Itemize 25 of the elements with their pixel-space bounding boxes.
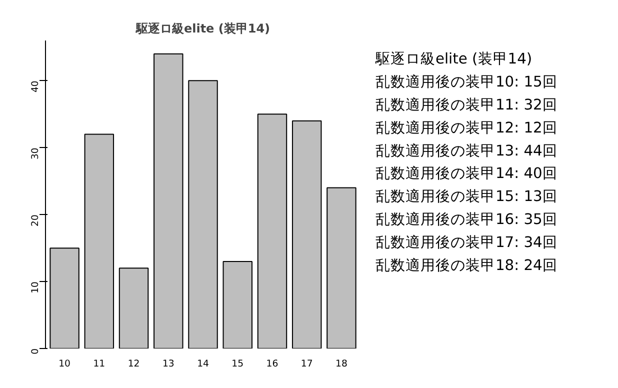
y-tick-label: 40 [30, 80, 41, 93]
x-tick-label: 17 [300, 358, 313, 370]
text: 乱数適用後の装甲12: 12回 [375, 119, 558, 136]
text: 乱数適用後の装甲10: 15回 [375, 73, 558, 90]
x-tick-label: 18 [336, 358, 348, 370]
text: 乱数適用後の装甲18: 24回 [375, 256, 558, 274]
x-tick-label: 16 [266, 358, 278, 370]
x-tick-label: 15 [232, 358, 244, 370]
text: 乱数適用後の装甲15: 13回 [375, 188, 558, 206]
y-tick-label: 20 [30, 214, 41, 226]
x-tick-label: 11 [93, 358, 106, 370]
x-tick-label: 13 [162, 358, 174, 370]
x-tick-label: 14 [197, 358, 209, 370]
text: 乱数適用後の装甲17: 34回 [375, 234, 558, 252]
text: 乱数適用後の装甲14: 40回 [375, 165, 558, 182]
x-tick-label: 12 [128, 358, 140, 370]
chart-title: 駆逐ロ級elite (装甲14) [134, 22, 270, 36]
text: 乱数適用後の装甲13: 44回 [375, 142, 558, 160]
text: 駆逐ロ級elite (装甲14) [374, 50, 532, 68]
y-tick-label: 10 [30, 281, 41, 294]
text: 乱数適用後の装甲11: 32回 [375, 96, 558, 114]
y-tick-label: 0 [30, 348, 41, 354]
y-tick-label: 30 [30, 148, 41, 160]
x-tick-label: 10 [58, 358, 71, 370]
text: 乱数適用後の装甲16: 35回 [375, 211, 558, 228]
